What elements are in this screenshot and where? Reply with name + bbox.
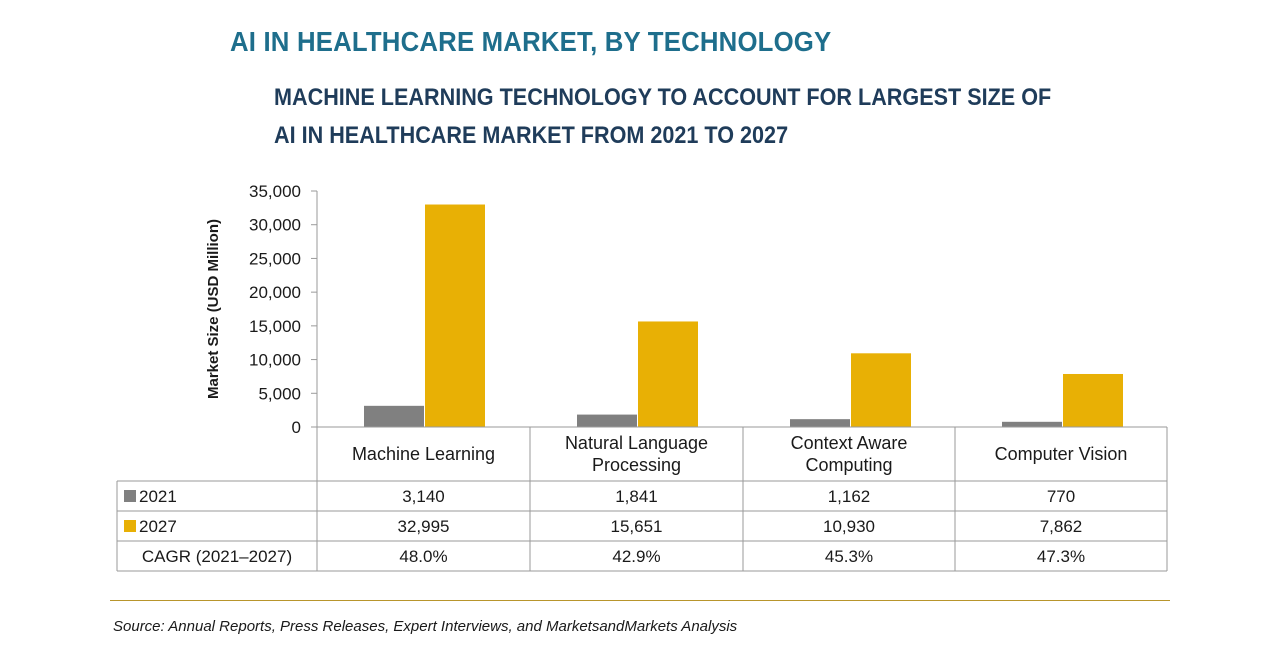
data-label-2021: 1,162 xyxy=(828,487,871,506)
y-tick-label: 30,000 xyxy=(249,216,301,235)
chart-subtitle-line-1: MACHINE LEARNING TECHNOLOGY TO ACCOUNT F… xyxy=(274,84,1052,111)
y-tick-label: 10,000 xyxy=(249,351,301,370)
cagr-value: 45.3% xyxy=(825,547,873,566)
source-note: Source: Annual Reports, Press Releases, … xyxy=(113,618,738,635)
x-category-label: Machine Learning xyxy=(352,444,495,464)
chart-area: 0 5,000 10,000 15,000 20,000 25,000 30,000 35,0… xyxy=(116,182,1168,572)
y-tick-label: 20,000 xyxy=(249,283,301,302)
x-category-label: Processing xyxy=(592,455,681,475)
chart-subtitle-line-2: AI IN HEALTHCARE MARKET FROM 2021 TO 202… xyxy=(274,122,789,149)
bar-2021-2 xyxy=(790,419,850,427)
data-label-2021: 1,841 xyxy=(615,487,658,506)
legend-swatch-2021 xyxy=(124,490,136,502)
y-axis-label: Market Size (USD Million) xyxy=(205,219,222,399)
chart-title: AI IN HEALTHCARE MARKET, BY TECHNOLOGY xyxy=(230,26,832,57)
source-divider xyxy=(110,600,1170,601)
bar-2027-3 xyxy=(1063,373,1123,427)
y-tick-label: 15,000 xyxy=(249,317,301,336)
x-category-label: Natural Language xyxy=(565,433,708,453)
y-tick-label: 5,000 xyxy=(258,384,301,403)
data-label-2027: 32,995 xyxy=(398,517,450,536)
legend-label-2027: 2027 xyxy=(139,517,177,536)
y-tick-label: 35,000 xyxy=(249,182,301,201)
bar-2021-1 xyxy=(577,414,637,427)
bar-2021-0 xyxy=(364,405,424,427)
legend-label-2021: 2021 xyxy=(139,487,177,506)
data-label-2027: 15,651 xyxy=(611,517,663,536)
x-category-label: Computer Vision xyxy=(995,444,1128,464)
data-label-2027: 10,930 xyxy=(823,517,875,536)
y-tick-label: 25,000 xyxy=(249,249,301,268)
cagr-row-label: CAGR (2021–2027) xyxy=(142,547,292,566)
bar-2027-1 xyxy=(638,321,698,427)
x-category-label: Context Aware xyxy=(791,433,908,453)
bar-2027-2 xyxy=(851,353,911,427)
y-tick-label: 0 xyxy=(292,418,301,437)
x-category-label: Computing xyxy=(805,455,892,475)
cagr-value: 47.3% xyxy=(1037,547,1085,566)
bar-2021-3 xyxy=(1002,421,1062,427)
cagr-value: 42.9% xyxy=(612,547,660,566)
data-label-2021: 770 xyxy=(1047,487,1075,506)
legend-swatch-2027 xyxy=(124,520,136,532)
data-label-2021: 3,140 xyxy=(402,487,445,506)
data-label-2027: 7,862 xyxy=(1040,517,1083,536)
cagr-value: 48.0% xyxy=(399,547,447,566)
bar-2027-0 xyxy=(425,204,485,427)
